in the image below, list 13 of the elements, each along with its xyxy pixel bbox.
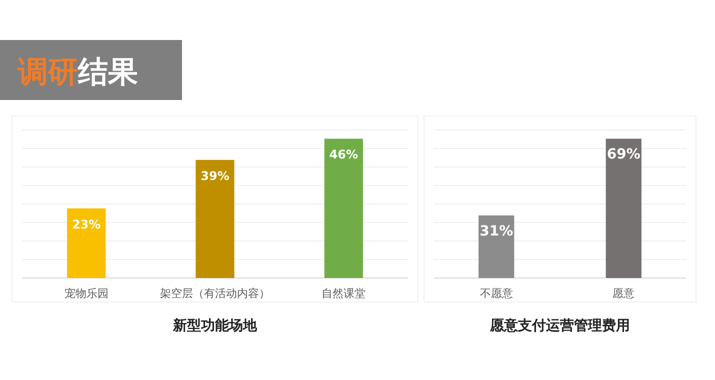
data-label: 39% <box>200 168 230 183</box>
x-tick-label: 自然课堂 <box>322 287 366 300</box>
x-tick-label: 不愿意 <box>480 287 513 300</box>
data-label: 31% <box>480 223 514 240</box>
x-tick-label: 架空层（有活动内容） <box>160 287 270 300</box>
data-label: 23% <box>72 217 101 232</box>
text: 愿意支付运营管理费用 <box>489 317 630 334</box>
x-tick-label: 愿意 <box>612 287 635 300</box>
data-label: 46% <box>329 148 358 162</box>
data-label: 69% <box>606 146 640 163</box>
text: 新型功能场地 <box>172 317 258 334</box>
x-tick-label: 宠物乐园 <box>64 287 108 300</box>
text: 调研结果 <box>17 55 138 90</box>
